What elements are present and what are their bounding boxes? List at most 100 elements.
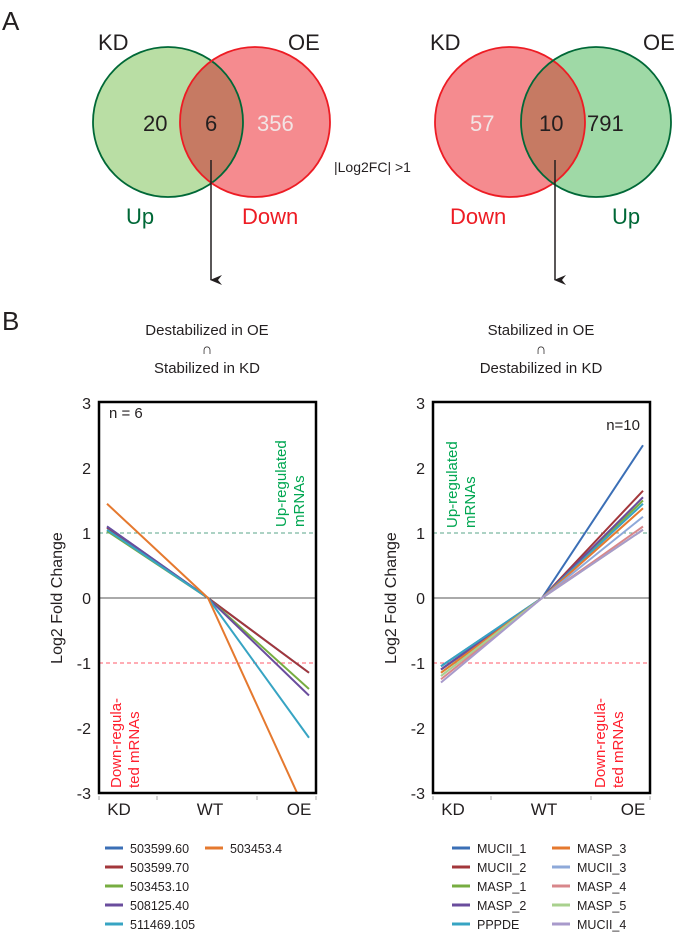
venn2-left-count: 57 [470,111,494,136]
legend-label: 503453.4 [230,842,282,856]
venn-diagram-2: KD OE 57 10 791 Down Up [430,30,675,285]
venn1-left-label: KD [98,30,129,55]
down-regulated-label: ted mRNAs [126,711,143,788]
x-tick-label: KD [441,800,465,819]
legend-label: 503599.70 [130,861,189,875]
y-tick-label: -1 [411,656,425,673]
down-regulated-label: Down-regula- [108,698,125,788]
line-chart-destabilized-oe: Destabilized in OE ∩ Stabilized in KD 3 2 1 0 -… [49,322,318,932]
legend-item: 503453.10 [105,880,189,894]
legend-item: MASP_1 [452,880,526,894]
y-tick-label: -2 [77,721,91,738]
venn2-right-direction: Up [612,204,640,229]
legend-item: 508125.40 [105,899,189,913]
down-regulated-label: Down-regula- [592,698,609,788]
x-tick-label: KD [107,800,131,819]
venn2-overlap-count: 10 [539,111,563,136]
plot-frame [97,400,318,795]
venn-diagram-1: KD OE 20 6 356 Up Down [92,30,331,285]
legend-label: MUCII_1 [477,842,526,856]
legend-label: MUCII_2 [477,861,526,875]
legend: 503599.60 503599.70 503453.10 508125.40 5114… [105,842,282,932]
legend-label: MUCII_4 [577,918,626,932]
legend-label: MASP_1 [477,880,526,894]
y-tick-label: 2 [82,461,91,478]
up-regulated-label: mRNAs [291,475,308,527]
legend-item: MUCII_4 [552,918,626,932]
up-regulated-label: Up-regulated [273,440,290,527]
legend: MUCII_1 MUCII_2 MASP_1 MASP_2 PPPDE MASP_3 MUC… [452,842,626,932]
venn1-right-direction: Down [242,204,298,229]
down-regulated-label: ted mRNAs [610,711,627,788]
legend-label: 503599.60 [130,842,189,856]
legend-item: MASP_4 [552,880,626,894]
up-regulated-label: Up-regulated [444,441,461,528]
venn1-left-direction: Up [126,204,154,229]
legend-label: MASP_3 [577,842,626,856]
venn-overlap [521,47,585,197]
venn2-left-direction: Down [450,204,506,229]
legend-item: MASP_2 [452,899,526,913]
legend-label: 511469.105 [130,918,195,932]
legend-label: MASP_5 [577,899,626,913]
chart-title-line: Stabilized in OE [488,322,595,339]
y-tick-label: 3 [82,396,91,413]
legend-label: 503453.10 [130,880,189,894]
venn1-overlap-count: 6 [205,111,217,136]
series-line-511469.105 [106,528,310,739]
legend-item: MASP_5 [552,899,626,913]
chart-title-line: ∩ [536,341,547,358]
venn2-right-label: OE [643,30,675,55]
legend-item: MUCII_1 [452,842,526,856]
chart-title-line: Destabilized in KD [480,360,603,377]
venn1-right-count: 356 [257,111,294,136]
y-tick-label: 0 [82,591,91,608]
y-tick-label: 3 [416,396,425,413]
legend-item: 503453.4 [205,842,282,856]
threshold-label: |Log2FC| >1 [334,159,411,175]
y-tick-label: -1 [77,656,91,673]
series-group [440,444,644,684]
venn2-left-label: KD [430,30,461,55]
legend-item: MUCII_3 [552,861,626,875]
plot-frame [431,400,652,795]
legend-item: PPPDE [452,918,519,932]
legend-label: 508125.40 [130,899,189,913]
venn1-left-count: 20 [143,111,167,136]
y-tick-label: -2 [411,721,425,738]
legend-label: MUCII_3 [577,861,626,875]
y-tick-label: 1 [82,526,91,543]
legend-label: PPPDE [477,918,519,932]
y-tick-label: 2 [416,461,425,478]
x-tick-label: WT [531,800,557,819]
up-regulated-label: mRNAs [462,476,479,528]
x-tick-label: OE [621,800,646,819]
chart-title-line: ∩ [202,341,213,358]
chart-title-line: Destabilized in OE [145,322,268,339]
panel-label-a: A [2,6,20,36]
chart-title-line: Stabilized in KD [154,360,260,377]
y-tick-label: 1 [416,526,425,543]
x-tick-label: OE [287,800,312,819]
legend-item: MUCII_2 [452,861,526,875]
venn1-right-label: OE [288,30,320,55]
line-chart-stabilized-oe: Stabilized in OE ∩ Destabilized in KD 3 2 1 0 -… [383,322,652,932]
legend-item: 503599.70 [105,861,189,875]
series-group [106,503,310,793]
y-tick-label: -3 [77,786,91,803]
y-tick-label: -3 [411,786,425,803]
y-axis-label: Log2 Fold Change [383,532,400,664]
x-tick-label: WT [197,800,223,819]
series-line-MUCII_4 [440,528,644,684]
sample-count: n = 6 [109,405,143,422]
legend-item: 511469.105 [105,918,195,932]
legend-label: MASP_4 [577,880,626,894]
venn2-right-count: 791 [587,111,624,136]
legend-label: MASP_2 [477,899,526,913]
series-line-503453.4 [106,503,299,793]
legend-item: MASP_3 [552,842,626,856]
venn-overlap [180,47,243,197]
y-tick-label: 0 [416,591,425,608]
y-axis-label: Log2 Fold Change [49,532,66,664]
